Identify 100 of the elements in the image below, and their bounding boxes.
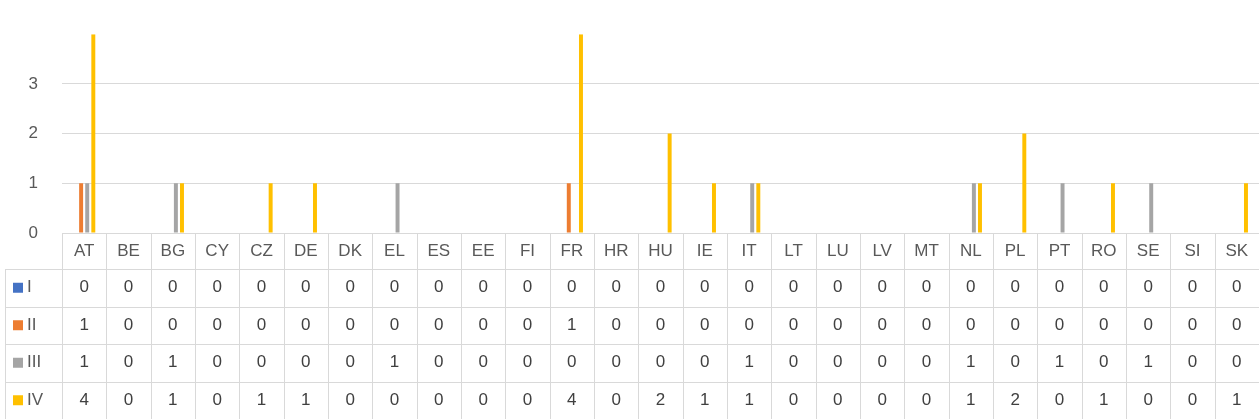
data-label: 0 <box>123 389 134 409</box>
data-label: 0 <box>921 314 932 334</box>
data-label: 0 <box>833 314 843 334</box>
data-label: 0 <box>1232 314 1242 334</box>
data-label: 0 <box>1187 352 1198 372</box>
data-label: 0 <box>833 277 843 297</box>
data-label: 0 <box>567 352 577 372</box>
data-label: 0 <box>301 352 311 372</box>
data-label: 0 <box>877 389 887 409</box>
data-label: 0 <box>345 277 355 297</box>
data-label: 0 <box>389 389 400 409</box>
data-label: 0 <box>655 277 666 297</box>
x-tick-label: SK <box>1225 240 1249 260</box>
bar <box>180 183 184 233</box>
data-label: 0 <box>522 314 533 334</box>
data-label: 0 <box>212 389 222 409</box>
data-label: 0 <box>700 314 710 334</box>
data-label: 0 <box>256 314 267 334</box>
data-label: 0 <box>522 389 533 409</box>
data-label: 0 <box>478 314 488 334</box>
data-label: 0 <box>611 389 621 409</box>
x-tick-label: SE <box>1136 240 1160 260</box>
data-label: 1 <box>1232 389 1242 409</box>
data-label: 0 <box>1010 314 1020 334</box>
y-tick-label: 2 <box>28 123 38 143</box>
data-label: 4 <box>567 389 577 409</box>
bar <box>268 183 273 233</box>
data-label: 0 <box>301 314 311 334</box>
data-label: 0 <box>1010 277 1020 297</box>
data-label: 0 <box>966 277 976 297</box>
bar <box>566 183 571 233</box>
data-label: 0 <box>301 277 311 297</box>
data-label: 0 <box>212 277 222 297</box>
data-label: 0 <box>478 352 488 372</box>
legend-label: I <box>27 277 32 297</box>
bar <box>91 34 96 233</box>
data-label: 0 <box>1187 314 1198 334</box>
data-label: 0 <box>478 277 488 297</box>
bar <box>1149 183 1154 233</box>
data-label: 0 <box>522 352 533 372</box>
data-label: 0 <box>1232 277 1242 297</box>
data-label: 0 <box>345 314 355 334</box>
legend-label: IV <box>27 389 44 409</box>
data-label: 0 <box>1232 352 1242 372</box>
data-label: 4 <box>79 389 89 409</box>
data-label: 0 <box>345 389 355 409</box>
data-label: 0 <box>1054 277 1065 297</box>
bar <box>579 34 583 233</box>
data-label: 0 <box>1143 314 1153 334</box>
bar <box>750 183 755 233</box>
bar <box>173 183 178 233</box>
data-label: 1 <box>301 389 311 409</box>
data-label: 0 <box>1143 389 1153 409</box>
bar <box>313 183 317 233</box>
data-label: 0 <box>123 277 134 297</box>
data-label: 1 <box>389 352 400 372</box>
bar <box>667 133 672 233</box>
data-label: 0 <box>611 352 621 372</box>
data-label: 0 <box>611 277 621 297</box>
x-tick-label: EE <box>471 240 495 260</box>
data-label: 0 <box>788 389 799 409</box>
data-label: 0 <box>788 277 799 297</box>
data-label: 1 <box>168 352 178 372</box>
data-label: 0 <box>1054 389 1065 409</box>
data-label: 0 <box>921 352 932 372</box>
bar <box>978 183 982 233</box>
data-label: 0 <box>833 352 843 372</box>
data-label: 0 <box>123 352 134 372</box>
data-label: 0 <box>788 314 799 334</box>
data-label: 0 <box>921 277 932 297</box>
data-label: 0 <box>434 352 444 372</box>
data-label: 0 <box>123 314 134 334</box>
data-label: 0 <box>788 352 799 372</box>
data-label: 0 <box>168 277 178 297</box>
data-label: 0 <box>168 314 178 334</box>
bar <box>1060 183 1065 233</box>
data-label: 1 <box>1099 389 1109 409</box>
data-label: 0 <box>434 389 444 409</box>
data-label: 0 <box>921 389 932 409</box>
data-label: 0 <box>1187 277 1198 297</box>
data-label: 0 <box>877 314 887 334</box>
bar <box>1111 183 1115 233</box>
data-label: 0 <box>1099 314 1109 334</box>
data-label: 0 <box>1187 389 1198 409</box>
data-label: 0 <box>389 277 400 297</box>
data-label: 0 <box>1143 277 1153 297</box>
x-tick-label: ES <box>427 240 451 260</box>
x-tick-label: AT <box>73 240 95 260</box>
x-tick-label: LV <box>872 240 893 260</box>
data-label: 0 <box>877 277 887 297</box>
data-label: 0 <box>611 314 621 334</box>
data-label: 0 <box>655 314 666 334</box>
bar <box>1022 133 1027 233</box>
data-label: 0 <box>256 352 267 372</box>
bar <box>1244 183 1248 233</box>
x-tick-label: HR <box>603 240 629 260</box>
x-tick-label: DK <box>338 240 363 260</box>
data-label: 2 <box>1010 389 1020 409</box>
x-tick-label: NL <box>959 240 982 260</box>
data-label: 0 <box>345 352 355 372</box>
